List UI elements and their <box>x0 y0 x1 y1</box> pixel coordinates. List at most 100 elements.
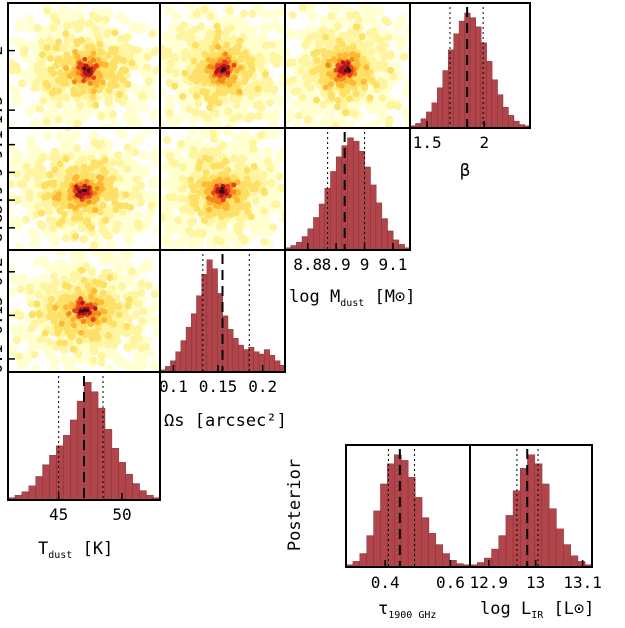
density-point <box>307 193 317 203</box>
density-point <box>124 80 132 88</box>
density-point <box>261 251 271 261</box>
density-point <box>22 162 31 171</box>
density-point <box>151 290 159 299</box>
density-point <box>165 256 175 266</box>
density-point <box>71 129 82 140</box>
density-point <box>174 216 183 225</box>
density-point <box>187 128 198 136</box>
density-point <box>160 120 166 128</box>
density-point <box>54 327 62 335</box>
density-point <box>264 157 272 166</box>
density-point <box>50 272 58 281</box>
density-point <box>201 181 208 188</box>
density-point <box>74 90 82 98</box>
density-point <box>87 80 93 86</box>
density-point <box>89 356 98 365</box>
density-point <box>38 51 46 59</box>
density-point <box>127 192 136 201</box>
density-point <box>139 307 148 316</box>
density-point <box>108 167 117 176</box>
density-point <box>44 246 54 250</box>
density-point <box>267 178 276 187</box>
density-point <box>63 294 71 302</box>
density-point <box>172 325 182 335</box>
density-point <box>115 302 123 310</box>
density-point <box>161 337 171 347</box>
density-point <box>210 78 217 85</box>
density-point <box>198 109 207 118</box>
density-point <box>62 30 70 38</box>
density-point <box>83 308 87 312</box>
density-point <box>192 69 200 76</box>
density-point <box>63 51 71 59</box>
density-point <box>126 219 137 230</box>
density-point <box>166 262 176 272</box>
density-point <box>269 51 278 60</box>
density-point <box>75 337 83 345</box>
density-point <box>14 242 25 250</box>
density-point <box>98 175 105 182</box>
density-point <box>214 44 221 50</box>
density-point <box>186 290 196 300</box>
density-point <box>249 0 259 2</box>
density-point <box>0 12 6 22</box>
density-point <box>0 242 4 252</box>
density-point <box>104 364 115 372</box>
density-point <box>116 202 124 210</box>
density-point <box>63 102 73 113</box>
density-point <box>249 227 260 238</box>
density-point <box>49 153 58 162</box>
density-point <box>33 257 43 268</box>
density-point <box>13 196 22 205</box>
density-point <box>265 99 274 108</box>
density-panel-omega_vs_tdust <box>7 249 196 373</box>
density-point <box>290 41 300 51</box>
density-point <box>231 133 242 144</box>
density-point <box>229 85 237 93</box>
density-point <box>33 23 42 32</box>
density-point <box>62 22 71 31</box>
density-point <box>178 234 189 245</box>
density-point <box>188 150 197 159</box>
density-point <box>214 33 221 41</box>
density-point <box>262 109 273 120</box>
density-point <box>277 77 285 88</box>
density-point <box>72 205 79 212</box>
density-point <box>74 53 81 60</box>
density-point <box>94 14 103 23</box>
density-point <box>78 296 83 302</box>
density-point <box>78 253 88 264</box>
density-point <box>278 36 285 47</box>
density-point <box>38 209 45 217</box>
density-point <box>123 164 132 173</box>
density-point <box>101 156 109 164</box>
density-point <box>260 221 271 232</box>
density-point <box>26 23 37 34</box>
density-point <box>91 75 96 80</box>
density-point <box>123 322 131 330</box>
density-point <box>97 351 106 360</box>
density-point <box>165 66 173 74</box>
density-point <box>269 8 280 19</box>
density-point <box>177 184 186 193</box>
density-point <box>223 128 234 138</box>
density-point <box>43 44 51 51</box>
density-point <box>123 236 134 247</box>
density-point <box>85 19 94 28</box>
density-point <box>52 304 59 311</box>
density-point <box>98 49 106 57</box>
density-point <box>106 347 117 358</box>
density-point <box>109 158 118 167</box>
density-panel-mdust_vs_omega <box>159 127 317 266</box>
density-point <box>115 311 123 319</box>
density-point <box>97 73 103 80</box>
density-point <box>42 117 51 126</box>
density-point <box>43 130 54 141</box>
density-point <box>208 44 216 52</box>
density-point <box>248 56 256 64</box>
density-point <box>296 149 306 159</box>
density-point <box>51 200 59 207</box>
density-point <box>169 305 179 315</box>
density-point <box>243 166 251 174</box>
density-point <box>99 79 106 86</box>
